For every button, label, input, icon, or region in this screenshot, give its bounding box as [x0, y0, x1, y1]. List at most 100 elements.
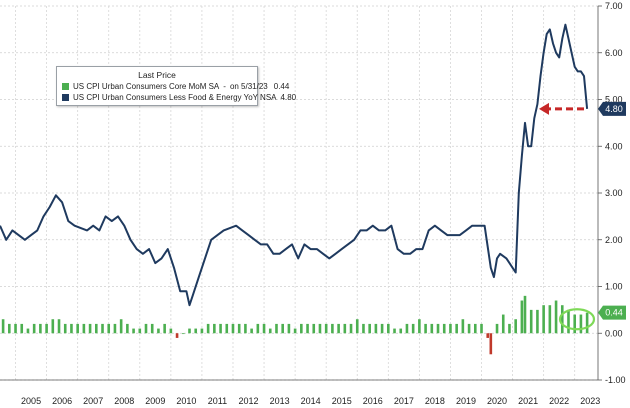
chart-legend: Last Price US CPI Urban Consumers Core M… — [56, 66, 296, 106]
y-axis: -1.00 0.00 1.00 2.00 3.00 4.00 5.00 6.00 7.00 4.8… — [597, 1, 626, 385]
bar — [119, 319, 123, 334]
bar — [194, 328, 198, 334]
legend-title: Last Price — [138, 70, 176, 80]
red-arrow-head — [539, 102, 549, 115]
bar — [275, 323, 278, 334]
bar — [237, 323, 241, 334]
bar — [88, 323, 92, 334]
legend-label: US CPI Urban Consumers Core MoM SA — [73, 82, 220, 91]
x-tick-label: 2010 — [176, 396, 196, 406]
x-tick-label: 2011 — [208, 396, 227, 406]
bar — [188, 328, 191, 334]
bar — [380, 323, 384, 334]
bar — [579, 314, 583, 334]
x-tick-label: 2014 — [301, 396, 321, 406]
bar — [32, 323, 36, 334]
bar — [39, 323, 42, 334]
y-tick-label: 5.00 — [605, 95, 623, 105]
bar — [262, 323, 266, 334]
bar — [76, 323, 79, 334]
bar — [405, 323, 409, 334]
y-tick-label: 4.00 — [605, 141, 623, 151]
bar — [523, 295, 527, 334]
x-tick-label: 2009 — [145, 396, 165, 406]
bar — [442, 323, 446, 334]
bar — [343, 323, 347, 334]
y-tick-label: 1.00 — [605, 282, 623, 292]
legend-label: US CPI Urban Consumers Less Food & Energ… — [73, 93, 277, 102]
bar — [449, 323, 452, 334]
last-value-label-mom: 0.44 — [605, 308, 623, 318]
bar — [244, 323, 247, 334]
bar — [157, 328, 160, 334]
bar — [349, 323, 353, 334]
bar — [362, 323, 365, 334]
x-tick-label: 2023 — [580, 396, 600, 406]
bar — [399, 328, 403, 334]
bar — [495, 323, 499, 334]
x-tick-label: 2007 — [83, 396, 103, 406]
bar — [132, 328, 135, 334]
bar — [520, 300, 524, 334]
legend-swatch-green — [62, 83, 69, 90]
bar — [337, 323, 340, 334]
bar — [126, 323, 129, 334]
x-tick-label: 2022 — [549, 396, 569, 406]
bar — [101, 323, 104, 334]
bar — [138, 328, 142, 334]
bar — [312, 323, 316, 334]
y-tick-label: 0.00 — [605, 328, 623, 338]
bar — [418, 319, 421, 334]
bar — [51, 319, 55, 334]
bar — [231, 323, 235, 334]
bar — [82, 323, 86, 334]
x-tick-label: 2019 — [456, 396, 476, 406]
bar — [181, 333, 185, 335]
y-tick-label: 3.00 — [605, 188, 623, 198]
bar — [486, 333, 490, 338]
x-tick-label: 2020 — [487, 396, 507, 406]
bar — [268, 328, 272, 334]
bar — [436, 323, 440, 334]
legend-value: 0.44 — [273, 82, 290, 91]
bar — [536, 309, 539, 334]
x-tick-label: 2017 — [394, 396, 414, 406]
bar — [542, 305, 545, 334]
bar — [169, 328, 173, 334]
bar — [467, 323, 471, 334]
bar — [514, 319, 517, 334]
bar — [293, 328, 297, 334]
bar — [489, 333, 493, 355]
bar — [113, 323, 117, 334]
bar — [95, 323, 98, 334]
bar — [548, 305, 552, 334]
bar — [573, 314, 577, 334]
x-tick-label: 2015 — [332, 396, 352, 406]
x-tick-label: 2013 — [270, 396, 290, 406]
bar — [26, 328, 30, 334]
x-tick-label: 2005 — [21, 396, 41, 406]
last-value-label-yoy-bg — [598, 101, 626, 116]
legend-entry-core-mom: US CPI Urban Consumers Core MoM SA - on … — [62, 82, 289, 91]
bar — [14, 323, 17, 334]
y-tick-label: 7.00 — [605, 1, 623, 11]
bar — [387, 323, 390, 334]
bar — [150, 323, 154, 334]
bar — [107, 323, 111, 334]
x-tick-label: 2008 — [114, 396, 134, 406]
green-highlight-ellipse — [558, 308, 596, 331]
x-tick-label: 2018 — [425, 396, 445, 406]
legend-date: on 5/31/23 — [229, 82, 268, 91]
bar — [411, 323, 415, 334]
bar — [225, 323, 229, 334]
core-yoy-line — [0, 23, 589, 307]
bar — [554, 300, 558, 334]
bar — [430, 323, 434, 334]
bar — [57, 319, 61, 334]
bar — [560, 305, 564, 334]
bar — [529, 309, 533, 334]
bar — [144, 323, 148, 334]
bar — [501, 314, 505, 334]
x-tick-label: 2021 — [518, 396, 538, 406]
bar — [585, 312, 589, 334]
